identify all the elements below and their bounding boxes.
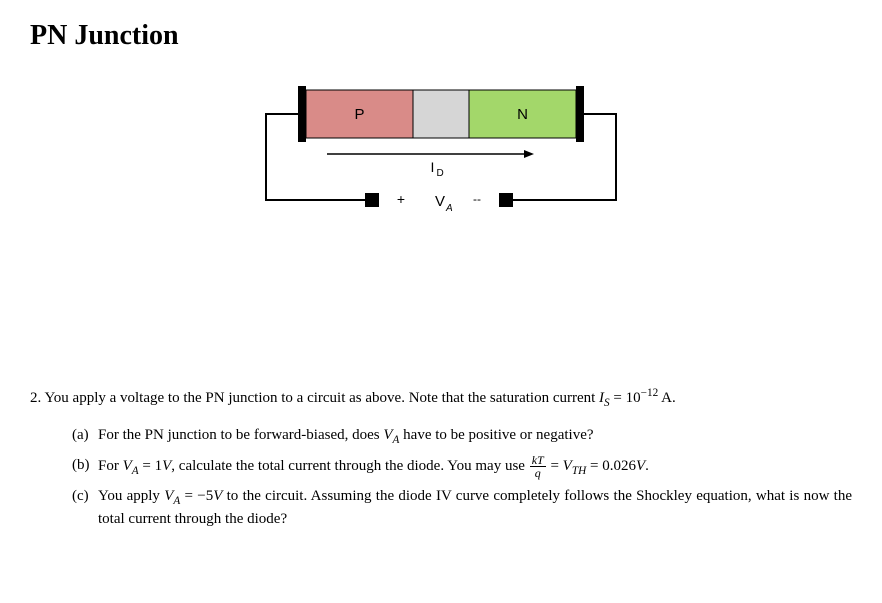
svg-text:--: -- [473,192,481,206]
va-symbol: V [164,488,173,504]
unit-v: V [162,457,171,473]
svg-text:I: I [431,159,435,175]
part-c-text1: You apply [98,488,164,504]
question-2: 2. You apply a voltage to the PN junctio… [30,387,852,531]
question-number: 2. [30,390,41,406]
va-symbol: V [383,427,392,443]
part-c: (c) You apply VA = −5V to the circuit. A… [72,485,852,532]
frac-den: q [530,467,546,479]
vth-symbol: V [563,457,572,473]
svg-text:A: A [445,203,453,214]
circuit-svg: P N ID + -- VA [231,72,651,252]
part-b-text2: , calculate the total current through th… [171,457,528,473]
part-c-label: (c) [72,485,89,508]
lead-text-b: = 10 [610,390,641,406]
lead-text-a: You apply a voltage to the PN junction t… [44,390,595,406]
unit-v2: V [636,457,645,473]
question-lead: 2. You apply a voltage to the PN junctio… [30,387,852,410]
part-b-text1: For [98,457,123,473]
va-sub: A [132,464,139,476]
part-b-eq1: = 1 [139,457,162,473]
va-symbol: V [123,457,132,473]
frac-num: kT [530,454,546,467]
part-b-period: . [645,457,649,473]
fraction-kt-q: kTq [530,454,546,479]
svg-text:N: N [517,106,528,123]
svg-text:+: + [397,191,405,207]
sub-parts: (a) For the PN junction to be forward-bi… [30,424,852,531]
exponent: −12 [641,387,659,399]
svg-text:V: V [435,193,445,210]
vth-sub: TH [572,464,586,476]
unit-v: V [213,488,222,504]
part-b-eq2: = [547,457,563,473]
pn-junction-diagram: P N ID + -- VA [30,72,852,257]
svg-text:D: D [437,168,444,179]
part-a-text2: have to be positive or negative? [399,427,593,443]
lead-text-c: A. [658,390,676,406]
svg-text:P: P [354,106,364,123]
page-title: PN Junction [30,20,852,52]
part-b-label: (b) [72,454,90,477]
part-a-label: (a) [72,424,89,447]
part-c-eq1: = −5 [180,488,213,504]
part-b-eq3: = 0.026 [586,457,636,473]
part-b: (b) For VA = 1V, calculate the total cur… [72,454,852,479]
part-a-text1: For the PN junction to be forward-biased… [98,427,383,443]
part-a: (a) For the PN junction to be forward-bi… [72,424,852,447]
